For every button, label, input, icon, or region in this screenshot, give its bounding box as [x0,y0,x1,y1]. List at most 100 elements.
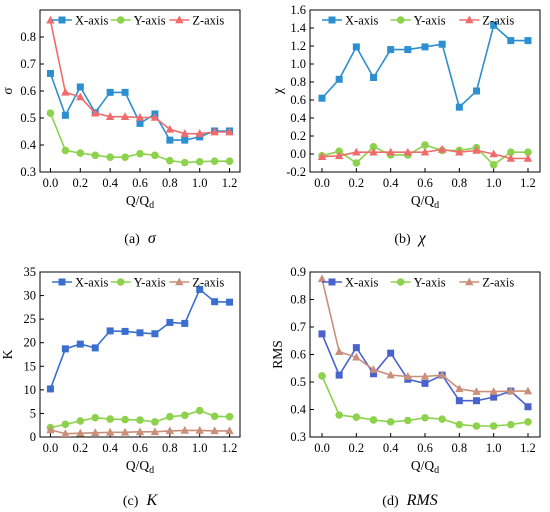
panel-caption-text: (b) χ [394,230,426,247]
chart-panel-3: 0 5 10 15 20 25 30 35 0.0 0.2 0.4 0.6 0.8 1.0 1.2 Q/Qd K… [0,265,241,509]
y-tick-label: 0.2 [290,129,306,143]
data-point-triangle [455,147,464,156]
data-point-square [490,393,498,401]
data-point-triangle [472,387,481,395]
legend: X-axis Y-axis Z-axis [52,276,224,290]
data-point-circle [46,109,55,117]
data-point-triangle [210,426,219,435]
data-point-triangle [61,87,70,96]
legend-label: Z-axis [192,14,224,28]
legend: X-axis Y-axis Z-axis [322,14,514,28]
x-tick-label: 0.0 [43,441,59,455]
x-axis-label-base: Q/Q [411,458,435,473]
data-point-triangle [165,124,175,133]
data-point-square [136,119,144,127]
series-y-axis [46,406,234,432]
data-point-circle [210,412,219,421]
legend-marker-triangle [175,277,184,286]
data-point-triangle [210,127,219,136]
data-point-circle [136,149,144,158]
data-point-triangle [150,427,160,436]
panel-tag: (d) [382,494,399,509]
data-point-triangle [180,129,189,137]
series-x-axis [318,330,532,411]
data-point-triangle [506,386,516,395]
panel-symbol: χ [417,230,427,247]
x-tick-label: 0.8 [162,441,178,455]
data-point-circle [91,413,100,422]
data-point-circle [369,143,378,151]
x-tick-label: 0.0 [43,176,59,190]
data-point-square [46,69,54,77]
legend-marker-circle [396,278,405,286]
y-tick-label: 0.6 [290,348,306,362]
data-point-circle [166,156,174,165]
data-point-circle [136,416,144,424]
data-point-square [490,21,498,29]
data-point-square [196,285,204,293]
data-point-circle [369,416,378,424]
chart-panel-2: -0.2 0.0 0.2 0.4 0.6 0.8 1.0 1.2 1.4 1.6 0.0 0.2 0.4… [270,3,541,247]
data-point-circle [507,420,515,429]
data-point-square [91,344,99,352]
data-point-triangle [472,145,481,154]
data-point-circle [438,415,446,423]
series-x-axis [46,285,234,393]
data-point-triangle [135,427,145,436]
legend-label: Y-axis [134,14,166,28]
data-point-circle [180,158,189,167]
data-point-circle [76,417,85,425]
y-tick-label: 0.3 [20,165,36,179]
legend: X-axis Y-axis Z-axis [52,14,224,28]
y-tick-label: 0.6 [290,93,306,107]
panel-symbol: K [145,492,158,509]
y-tick-label: 0.8 [20,30,36,44]
x-tick-label: 0.6 [132,441,148,455]
series-line [321,23,528,109]
data-point-square [472,397,480,405]
data-point-circle [121,415,129,424]
data-point-circle [489,422,498,430]
x-tick-label: 1.2 [222,441,238,455]
data-point-circle [61,146,70,155]
data-point-circle [210,157,219,165]
y-tick-label: 1.0 [290,57,306,71]
series-x-axis [318,21,532,111]
y-axis-label: χ [270,88,285,95]
chart-panel-4: 0.3 0.4 0.5 0.6 0.7 0.8 0.9 0.0 0.2 0.4 0.6 0.8 1.0 1… [270,265,541,509]
data-point-square [76,340,84,348]
data-point-triangle [437,145,447,153]
data-point-triangle [386,370,395,379]
y-tick-label: 0.5 [20,111,36,125]
data-point-triangle [386,147,395,156]
y-tick-label: 0.9 [290,265,306,279]
data-point-circle [524,418,532,426]
data-point-square [211,298,219,306]
y-axis-label: RMS [270,340,285,369]
data-point-square [421,43,429,51]
data-point-square [524,37,532,45]
x-tick-label: 1.0 [192,176,208,190]
x-tick-label: 0.2 [72,441,88,455]
series-z-axis [46,425,234,437]
data-point-triangle [403,372,413,380]
y-tick-label: 0.3 [290,430,306,444]
y-tick-label: 0.6 [20,84,36,98]
data-point-triangle [225,426,234,435]
data-point-square [121,88,129,96]
data-point-square [181,136,189,144]
legend-label: X-axis [75,276,108,290]
data-point-triangle [437,370,447,379]
data-point-triangle [91,108,100,117]
data-point-triangle [46,15,55,24]
data-point-triangle [420,147,430,156]
data-point-triangle [369,147,378,156]
data-point-circle [225,157,234,165]
series-y-axis [318,141,532,169]
legend-label: Y-axis [414,276,446,290]
panel-caption-text: (c) K [123,492,159,509]
data-point-square [524,403,532,411]
data-point-triangle [135,112,145,121]
series-z-axis [317,145,533,162]
